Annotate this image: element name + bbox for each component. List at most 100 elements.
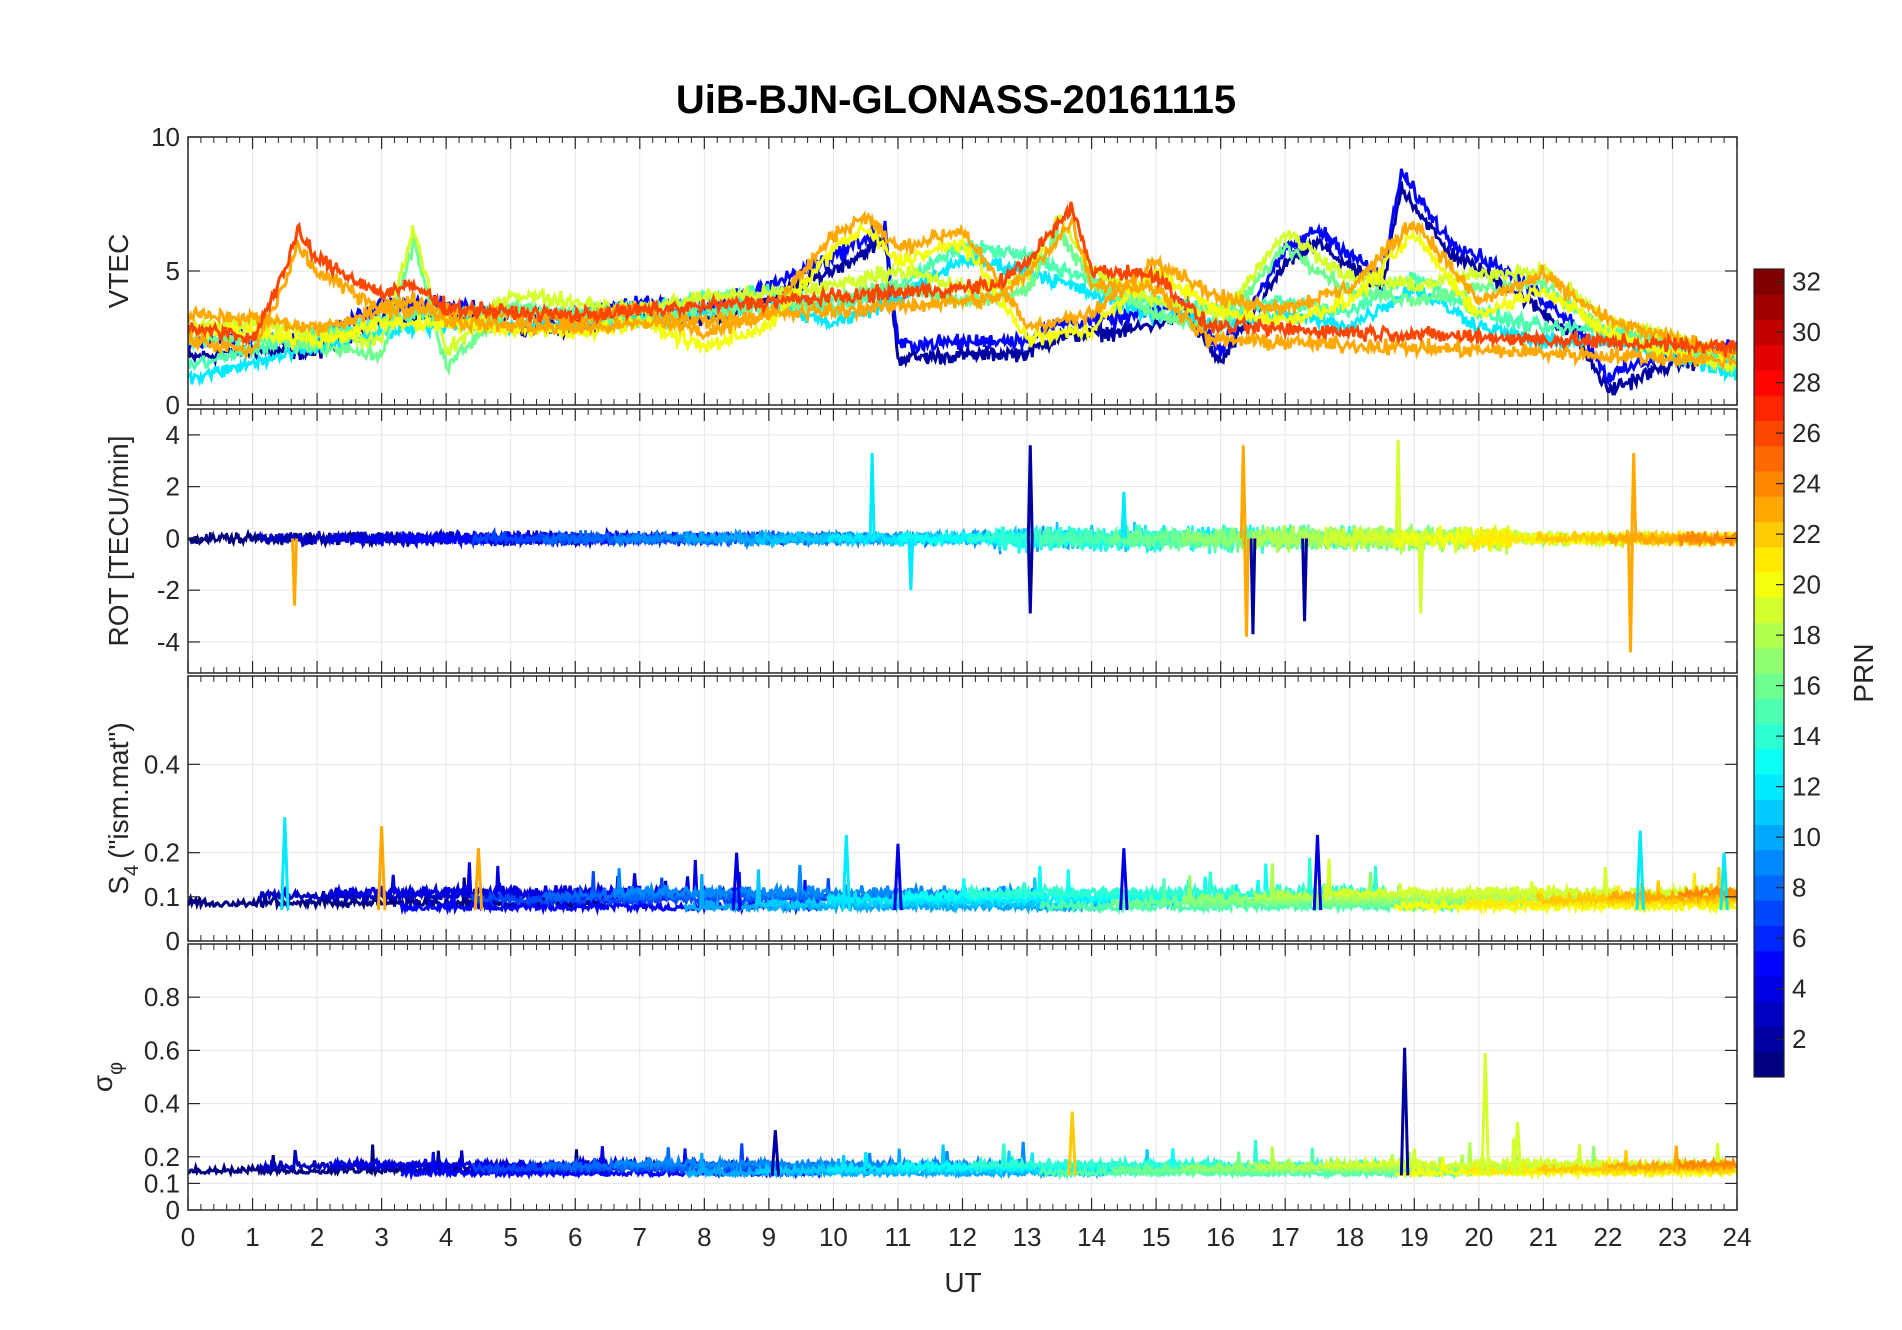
data-layer [188, 817, 1737, 916]
panel-1: 0 5 10 VTEC [103, 122, 1738, 420]
peak-prn-4 [1119, 848, 1129, 911]
x-tick-label: 12 [948, 1222, 977, 1252]
x-tick-label: 18 [1335, 1222, 1364, 1252]
colorbar-swatch-9 [1754, 849, 1784, 876]
series-prn-24-line [1677, 884, 1737, 902]
x-tick-label: 23 [1658, 1222, 1687, 1252]
y-tick-label: 0.1 [144, 1168, 180, 1198]
series-prn-24-line [1677, 530, 1737, 549]
ylabel-sub: φ [105, 1062, 127, 1075]
colorbar-tick-label: 22 [1792, 519, 1821, 549]
series-prn-1-line [188, 877, 609, 913]
colorbar-tick-label: 18 [1792, 620, 1821, 650]
y-axis-label: S4 ("ism.mat") [103, 722, 143, 894]
peak-prn-19 [1480, 1053, 1491, 1176]
spike-prn-2 [1026, 538, 1034, 614]
spike-prn-23 [1239, 445, 1247, 539]
data-layer [188, 1047, 1737, 1182]
x-tick-label: 19 [1400, 1222, 1429, 1252]
peak-prn-4 [1312, 834, 1323, 911]
y-tick-label: 0.8 [144, 982, 180, 1012]
peak-prn-12 [280, 817, 290, 911]
series-prn-19-line [1322, 858, 1737, 902]
peak-prn-12 [841, 834, 852, 911]
y-axis-label: VTEC [103, 234, 134, 309]
y-tick-label: 0.4 [144, 749, 180, 779]
x-tick-label: 24 [1723, 1222, 1752, 1252]
y-tick-label: 0.2 [144, 1142, 180, 1172]
colorbar-tick-label: 6 [1792, 923, 1806, 953]
colorbar-tick-label: 30 [1792, 317, 1821, 347]
spike-prn-2 [1249, 538, 1257, 635]
peak-prn-22 [1067, 1111, 1077, 1176]
colorbar-tick-label: 10 [1792, 822, 1821, 852]
ylabel-main: σ [87, 1075, 118, 1092]
peak-prn-23 [473, 848, 484, 911]
ylabel-main: S [103, 876, 134, 895]
spike-prn-12 [868, 452, 876, 539]
y-axis-label: σφ [87, 1062, 127, 1092]
colorbar-swatch-21 [1754, 546, 1784, 573]
colorbar-swatch-1 [1754, 1051, 1784, 1078]
series-prn-20-line [188, 210, 1737, 358]
colorbar-swatch-3 [1754, 1001, 1784, 1027]
y-tick-label: -4 [157, 627, 180, 657]
colorbar-swatch-27 [1754, 395, 1784, 421]
y-axis-label: ROT [TECU/min] [103, 435, 134, 646]
colorbar-swatch-29 [1754, 344, 1784, 371]
x-axis-label: UT [944, 1267, 981, 1298]
colorbar-tick-label: 2 [1792, 1024, 1806, 1054]
peak-prn-12 [1635, 830, 1645, 911]
x-tick-label: 16 [1206, 1222, 1235, 1252]
y-tick-label: 0 [166, 390, 180, 420]
colorbar-swatch-23 [1754, 496, 1784, 522]
colorbar-swatch-19 [1754, 597, 1784, 623]
peak-prn-2 [770, 1130, 781, 1176]
spike-prn-19 [1417, 538, 1425, 614]
x-tick-label: 5 [503, 1222, 517, 1252]
y-tick-label: 10 [151, 122, 180, 152]
colorbar-tick-label: 20 [1792, 570, 1821, 600]
y-tick-label: 0.1 [144, 882, 180, 912]
panel-2: -4 -2 0 2 4 ROT [TECU/min] [103, 408, 1738, 674]
x-tick-label: 13 [1013, 1222, 1042, 1252]
colorbar-swatch-13 [1754, 748, 1784, 775]
panel-4: 00.10.2 0.4 0.6 0.8 σφ [87, 943, 1738, 1225]
colorbar-swatch-15 [1754, 698, 1784, 724]
x-tick-label: 22 [1593, 1222, 1622, 1252]
ylabel-rest: ("ism.mat") [103, 722, 134, 859]
x-tick-label: 20 [1464, 1222, 1493, 1252]
x-tick-label: 4 [439, 1222, 453, 1252]
y-tick-label: 0.6 [144, 1035, 180, 1065]
x-tick-label: 0 [181, 1222, 195, 1252]
y-tick-label: 2 [166, 472, 180, 502]
x-tick-label: 14 [1077, 1222, 1106, 1252]
x-tick-label: 17 [1271, 1222, 1300, 1252]
colorbar-tick-label: 28 [1792, 368, 1821, 398]
spike-prn-19 [1394, 440, 1402, 539]
colorbar-tick-label: 4 [1792, 974, 1806, 1004]
colorbar-tick-label: 12 [1792, 772, 1821, 802]
colorbar-swatch-7 [1754, 900, 1784, 926]
colorbar-tick-label: 24 [1792, 469, 1821, 499]
colorbar-tick-label: 14 [1792, 721, 1821, 751]
panel-3: 0 0.1 0.2 0.4 S4 ("ism.mat") [103, 675, 1738, 956]
spike-prn-23 [1630, 452, 1638, 539]
peak-prn-2 [1399, 1047, 1410, 1176]
x-tick-label: 11 [884, 1222, 911, 1252]
x-tick-label: 2 [310, 1222, 324, 1252]
colorbar-swatch-11 [1754, 799, 1784, 825]
x-tick-label: 7 [633, 1222, 647, 1252]
colorbar-swatch-5 [1754, 950, 1784, 977]
ylabel-sub: 4 [121, 865, 143, 876]
x-tick-label: 9 [762, 1222, 776, 1252]
data-layer [188, 440, 1737, 653]
spike-prn-12 [907, 538, 915, 591]
x-tick-label: 3 [374, 1222, 388, 1252]
x-tick-label: 15 [1142, 1222, 1171, 1252]
colorbar-tick-label: 16 [1792, 671, 1821, 701]
series-prn-23-line [1607, 1145, 1737, 1175]
